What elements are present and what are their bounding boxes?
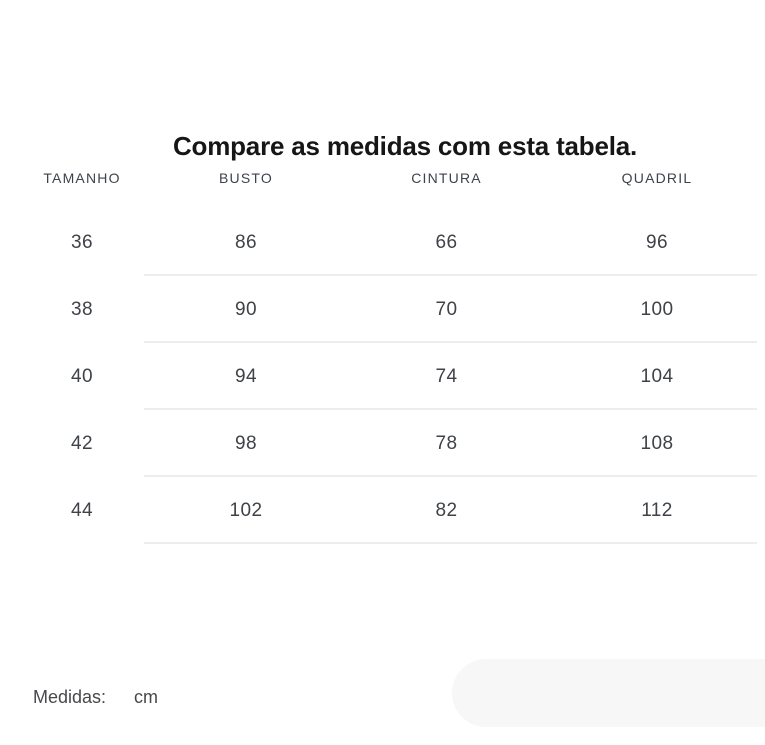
measurements-unit: cm bbox=[134, 687, 159, 707]
size-cell: 40 bbox=[71, 365, 93, 387]
table-body: 36 86 66 96 38 90 70 100 40 94 74 104 42 98 78 108 44 102… bbox=[0, 209, 765, 544]
measurement-cell: 82 bbox=[435, 499, 458, 521]
measurement-cell: 78 bbox=[435, 432, 458, 454]
size-cell: 42 bbox=[71, 432, 93, 454]
table-row: 44 102 82 112 bbox=[0, 477, 765, 544]
measurement-cell: 112 bbox=[641, 499, 673, 521]
decorative-pill bbox=[452, 659, 765, 727]
size-cell: 44 bbox=[71, 499, 93, 521]
measurement-cell: 66 bbox=[435, 231, 458, 253]
header-cell: TAMANHO bbox=[43, 170, 121, 186]
table-row: 38 90 70 100 bbox=[0, 276, 765, 343]
table-row: 42 98 78 108 bbox=[0, 410, 765, 477]
measurement-cell: 96 bbox=[646, 231, 668, 253]
measurement-cell: 98 bbox=[235, 432, 257, 454]
measurements-footer: Medidas: cm bbox=[33, 685, 158, 709]
size-cell: 36 bbox=[71, 231, 93, 253]
table-header-row: TAMANHO BUSTO CINTURA QUADRIL bbox=[0, 158, 765, 198]
measurement-cell: 74 bbox=[435, 365, 458, 387]
measurement-cell: 86 bbox=[235, 231, 257, 253]
measurement-cell: 108 bbox=[640, 432, 674, 454]
measurement-cell: 90 bbox=[235, 298, 257, 320]
header-cell: QUADRIL bbox=[621, 170, 693, 186]
header-cell: CINTURA bbox=[411, 170, 482, 186]
page-title: Compare as medidas com esta tabela. bbox=[172, 131, 638, 162]
measurement-cell: 102 bbox=[229, 499, 263, 521]
measurement-cell: 104 bbox=[640, 365, 674, 387]
table-row: 36 86 66 96 bbox=[0, 209, 765, 276]
table-row: 40 94 74 104 bbox=[0, 343, 765, 410]
measurement-cell: 94 bbox=[235, 365, 257, 387]
measurement-cell: 70 bbox=[435, 298, 458, 320]
size-cell: 38 bbox=[71, 298, 93, 320]
header-cell: BUSTO bbox=[219, 170, 273, 186]
measurements-label: Medidas: bbox=[33, 687, 107, 707]
size-table: TAMANHO BUSTO CINTURA QUADRIL 36 86 66 96 38 90 7… bbox=[0, 158, 765, 544]
measurement-cell: 100 bbox=[640, 298, 674, 320]
